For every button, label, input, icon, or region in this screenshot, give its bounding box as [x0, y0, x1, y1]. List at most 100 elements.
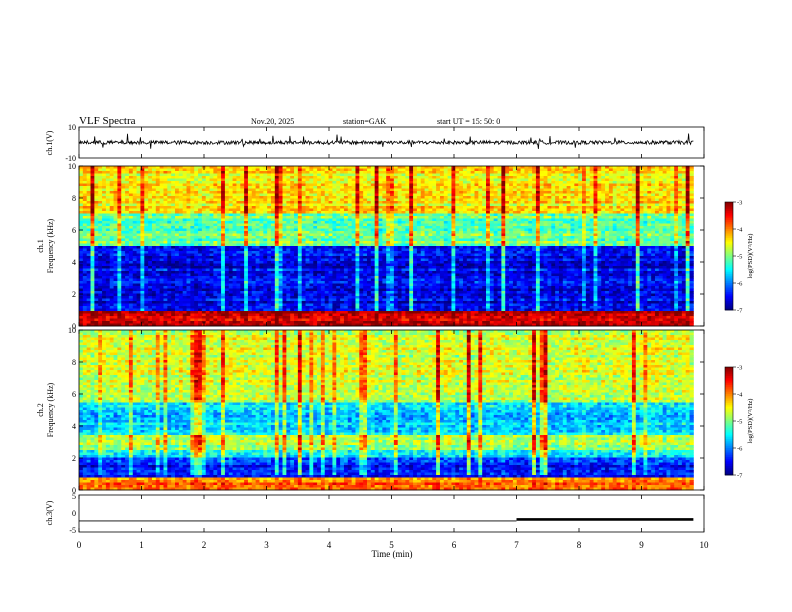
spectrogram-cell — [198, 236, 202, 239]
spectrogram-cell — [690, 171, 694, 174]
spectrogram-cell — [555, 166, 559, 169]
spectrogram-cell — [501, 199, 505, 202]
spectrogram-cell — [524, 189, 528, 192]
spectrogram-cell — [674, 236, 678, 239]
spectrogram-cell — [317, 209, 321, 212]
spectrogram-cell — [152, 219, 156, 222]
spectrogram-cell — [574, 209, 578, 212]
spectrogram-cell — [286, 231, 290, 234]
spectrogram-cell — [667, 169, 671, 172]
spectrogram-cell — [540, 241, 544, 244]
spectrogram-cell — [632, 194, 636, 197]
spectrogram-cell — [129, 186, 133, 189]
spectrogram-cell — [102, 186, 106, 189]
spectrogram-cell — [478, 241, 482, 244]
spectrogram-cell — [379, 241, 383, 244]
spectrogram-cell — [283, 179, 287, 182]
spectrogram-cell — [79, 179, 83, 182]
spectrogram-cell — [267, 204, 271, 207]
spectrogram-cell — [659, 209, 663, 212]
spectrogram-cell — [444, 206, 448, 209]
spectrogram-cell — [244, 224, 248, 227]
spectrogram-cell — [597, 239, 601, 242]
spectrogram-cell — [551, 231, 555, 234]
spectrogram-cell — [194, 229, 198, 232]
spectrogram-cell — [267, 206, 271, 209]
spectrogram-cell — [690, 206, 694, 209]
spectrogram-cell — [213, 221, 217, 224]
spectrogram-cell — [463, 201, 467, 204]
spectrogram-cell — [125, 221, 129, 224]
ch1-waveform-line — [79, 134, 693, 149]
spectrogram-cell — [436, 231, 440, 234]
spectrogram-cell — [636, 181, 640, 184]
spectrogram-cell — [455, 186, 459, 189]
spectrogram-cell — [256, 216, 260, 219]
spectrogram-cell — [563, 219, 567, 222]
spectrogram-cell — [409, 219, 413, 222]
spectrogram-cell — [156, 234, 160, 237]
spectrogram-cell — [586, 186, 590, 189]
spectrogram-cell — [632, 201, 636, 204]
spectrogram-cell — [187, 231, 191, 234]
spectrogram-cell — [121, 209, 125, 212]
spectrogram-cell — [390, 234, 394, 237]
spectrogram-cell — [371, 204, 375, 207]
spectrogram-cell — [494, 204, 498, 207]
spectrogram-cell — [187, 221, 191, 224]
spectrogram-cell — [551, 221, 555, 224]
spectrogram-cell — [283, 219, 287, 222]
spectrogram-cell — [144, 196, 148, 199]
spectrogram-cell — [521, 176, 525, 179]
spectrogram-cell — [574, 199, 578, 202]
spectrogram-cell — [490, 239, 494, 242]
spectrogram-cell — [440, 194, 444, 197]
spectrogram-cell — [601, 199, 605, 202]
spectrogram-cell — [329, 236, 333, 239]
spectrogram-cell — [175, 194, 179, 197]
spectrogram-cell — [471, 214, 475, 217]
spectrogram-cell — [647, 241, 651, 244]
spectrogram-cell — [505, 171, 509, 174]
spectrogram-cell — [91, 234, 95, 237]
spectrogram-cell — [478, 226, 482, 229]
spectrogram-cell — [605, 209, 609, 212]
spectrogram-cell — [386, 209, 390, 212]
spectrogram-cell — [256, 209, 260, 212]
spectrogram-cell — [279, 221, 283, 224]
spectrogram-cell — [505, 214, 509, 217]
spectrogram-cell — [306, 231, 310, 234]
spectrogram-cell — [79, 171, 83, 174]
spectrogram-cell — [256, 184, 260, 187]
spectrogram-cell — [202, 239, 206, 242]
spectrogram-cell — [133, 171, 137, 174]
spectrogram-cell — [98, 196, 102, 199]
spectrogram-cell — [248, 216, 252, 219]
spectrogram-cell — [302, 186, 306, 189]
spectrogram-cell — [632, 184, 636, 187]
spectrogram-cell — [259, 241, 263, 244]
spectrogram-cell — [367, 231, 371, 234]
spectrogram-cell — [455, 206, 459, 209]
spectrogram-cell — [659, 184, 663, 187]
spectrogram-cell — [571, 219, 575, 222]
spectrogram-cell — [524, 186, 528, 189]
spectrogram-cell — [286, 169, 290, 172]
spectrogram-cell — [294, 234, 298, 237]
spectrogram-cell — [344, 221, 348, 224]
spectrogram-cell — [567, 241, 571, 244]
spectrogram-cell — [609, 201, 613, 204]
spectrogram-cell — [667, 239, 671, 242]
spectrogram-cell — [352, 216, 356, 219]
spectrogram-cell — [486, 229, 490, 232]
spectrogram-cell — [478, 224, 482, 227]
spectrogram-cell — [455, 236, 459, 239]
spectrogram-cell — [640, 209, 644, 212]
spectrogram-cell — [547, 221, 551, 224]
spectrogram-cell — [601, 236, 605, 239]
spectrogram-cell — [379, 176, 383, 179]
spectrogram-cell — [382, 181, 386, 184]
spectrogram-cell — [171, 214, 175, 217]
spectrogram-cell — [106, 186, 110, 189]
spectrogram-cell — [94, 221, 98, 224]
